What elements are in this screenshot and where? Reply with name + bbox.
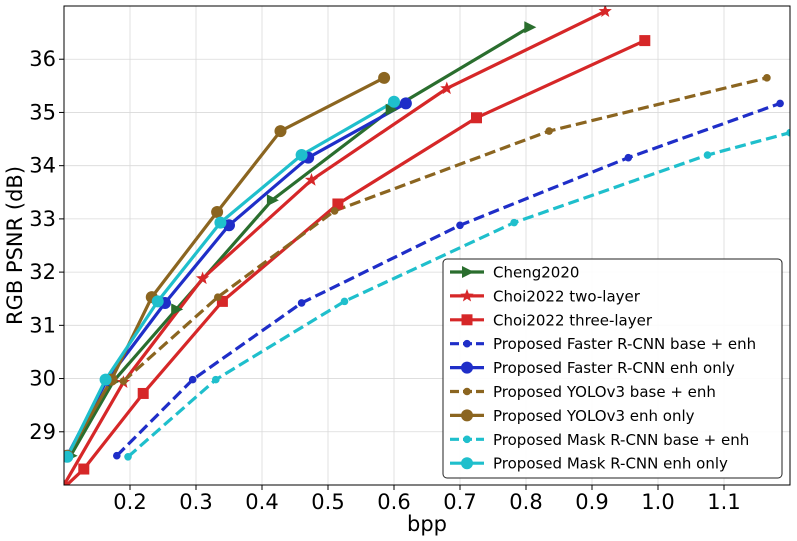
data-point-choi2022-three-layer bbox=[78, 463, 90, 475]
legend-marker-proposed-yolov3-enh-only bbox=[461, 409, 473, 422]
data-point-proposed-yolov3-base-enh bbox=[213, 293, 222, 301]
legend-marker-choi2022-three-layer bbox=[461, 314, 473, 326]
x-tick-label: 0.9 bbox=[575, 490, 608, 514]
legend-marker-proposed-mask-r-cnn-enh-only bbox=[461, 457, 473, 470]
series-line-proposed-mask-r-cnn-enh-only bbox=[65, 100, 395, 458]
series-line-proposed-yolov3-base-enh bbox=[122, 76, 768, 383]
data-point-choi2022-three-layer bbox=[471, 112, 482, 124]
x-tick-label: 1.0 bbox=[641, 490, 674, 514]
data-point-proposed-mask-r-cnn-base-enh bbox=[510, 218, 518, 227]
data-point-proposed-yolov3-base-enh bbox=[330, 207, 339, 215]
data-point-proposed-mask-r-cnn-base-enh bbox=[703, 151, 712, 159]
axis-ticks: 0.2 0.3 0.4 0.5 0.6 0.7 0.8 0.9 1.0 1.1 29 30 31 32 33… bbox=[29, 47, 740, 514]
data-point-choi2022-three-layer bbox=[64, 482, 70, 485]
y-tick-label: 29 bbox=[29, 420, 56, 444]
series-line-proposed-mask-r-cnn-base-enh bbox=[126, 131, 790, 458]
legend-label-cheng2020: Cheng2020 bbox=[493, 264, 579, 282]
x-tick-label: 0.4 bbox=[245, 490, 278, 514]
legend-label-choi2022-three-layer: Choi2022 three-layer bbox=[493, 311, 653, 329]
data-point-proposed-mask-r-cnn-enh-only bbox=[64, 450, 74, 463]
x-tick-label: 0.7 bbox=[443, 490, 476, 514]
data-point-proposed-faster-r-cnn-base-enh bbox=[624, 153, 633, 162]
legend-label-proposed-mask-r-cnn-enh-only: Proposed Mask R-CNN enh only bbox=[493, 455, 728, 473]
y-tick-label: 35 bbox=[29, 100, 56, 124]
legend-frame bbox=[442, 258, 783, 479]
data-point-choi2022-three-layer bbox=[332, 198, 344, 210]
legend-marker-cheng2020 bbox=[462, 266, 474, 278]
data-point-choi2022-three-layer bbox=[137, 387, 149, 399]
data-point-proposed-mask-r-cnn-base-enh bbox=[124, 452, 132, 461]
data-point-proposed-faster-r-cnn-base-enh bbox=[113, 451, 121, 460]
y-tick-label: 32 bbox=[29, 260, 56, 284]
data-point-proposed-faster-r-cnn-base-enh bbox=[776, 99, 784, 108]
y-tick-label: 31 bbox=[29, 313, 56, 337]
x-tick-label: 1.1 bbox=[707, 490, 740, 514]
y-tick-label: 36 bbox=[29, 47, 56, 71]
data-point-proposed-mask-r-cnn-base-enh bbox=[212, 375, 220, 384]
legend: Cheng2020 Choi2022 two-layer Choi2022 thre… bbox=[442, 258, 783, 479]
legend-marker-proposed-mask-r-cnn-base-enh bbox=[463, 435, 471, 444]
y-tick-label: 33 bbox=[29, 207, 56, 231]
data-point-choi2022-two-layer bbox=[598, 6, 612, 17]
x-axis-label: bpp bbox=[407, 512, 447, 536]
data-point-proposed-faster-r-cnn-enh-only bbox=[399, 97, 412, 110]
legend-label-proposed-yolov3-base-enh: Proposed YOLOv3 base + enh bbox=[493, 383, 716, 401]
legend-marker-proposed-faster-r-cnn-base-enh bbox=[463, 339, 471, 348]
data-point-proposed-yolov3-base-enh bbox=[119, 377, 128, 386]
data-point-choi2022-two-layer bbox=[440, 81, 454, 95]
data-point-proposed-faster-r-cnn-base-enh bbox=[456, 221, 464, 230]
series-markers bbox=[64, 6, 790, 485]
data-point-proposed-yolov3-base-enh bbox=[545, 127, 553, 135]
x-tick-label: 0.3 bbox=[179, 490, 212, 514]
legend-label-proposed-mask-r-cnn-base-enh: Proposed Mask R-CNN base + enh bbox=[493, 431, 749, 449]
data-point-proposed-mask-r-cnn-enh-only bbox=[99, 373, 112, 386]
y-axis-label: RGB PSNR (dB) bbox=[3, 166, 27, 325]
data-point-choi2022-three-layer bbox=[639, 35, 651, 47]
legend-marker-choi2022-two-layer bbox=[460, 288, 474, 302]
data-point-proposed-mask-r-cnn-enh-only bbox=[214, 216, 227, 229]
series-line-proposed-faster-r-cnn-base-enh bbox=[115, 101, 781, 457]
legend-label-proposed-faster-r-cnn-enh-only: Proposed Faster R-CNN enh only bbox=[493, 359, 735, 377]
data-point-proposed-yolov3-enh-only bbox=[211, 205, 224, 218]
x-tick-label: 0.8 bbox=[509, 490, 542, 514]
data-point-proposed-mask-r-cnn-enh-only bbox=[388, 95, 400, 108]
data-point-choi2022-two-layer bbox=[195, 271, 210, 285]
data-point-proposed-yolov3-base-enh bbox=[763, 74, 771, 82]
data-point-choi2022-three-layer bbox=[216, 295, 228, 307]
x-tick-label: 0.5 bbox=[311, 490, 344, 514]
x-tick-label: 0.6 bbox=[377, 490, 410, 514]
series-line-proposed-faster-r-cnn-enh-only bbox=[65, 102, 407, 457]
data-point-cheng2020 bbox=[171, 303, 184, 316]
plot-frame bbox=[63, 5, 791, 486]
data-point-proposed-mask-r-cnn-enh-only bbox=[295, 149, 308, 162]
data-point-cheng2020 bbox=[524, 21, 537, 34]
legend-marker-proposed-faster-r-cnn-enh-only bbox=[461, 361, 473, 374]
data-point-proposed-faster-r-cnn-base-enh bbox=[297, 299, 306, 307]
series-line-choi2022-two-layer bbox=[64, 9, 606, 485]
y-tick-label: 34 bbox=[29, 154, 56, 178]
legend-marker-proposed-yolov3-base-enh bbox=[463, 387, 471, 396]
x-tick-label: 0.2 bbox=[113, 490, 146, 514]
data-point-choi2022-two-layer bbox=[304, 173, 319, 186]
series-line-proposed-yolov3-enh-only bbox=[65, 76, 385, 457]
series-line-cheng2020 bbox=[69, 25, 531, 457]
data-point-proposed-faster-r-cnn-base-enh bbox=[188, 375, 197, 384]
data-point-cheng2020 bbox=[266, 194, 279, 207]
legend-label-choi2022-two-layer: Choi2022 two-layer bbox=[493, 287, 641, 305]
data-point-proposed-yolov3-enh-only bbox=[378, 71, 391, 84]
data-point-proposed-mask-r-cnn-enh-only bbox=[151, 295, 164, 308]
legend-label-proposed-faster-r-cnn-base-enh: Proposed Faster R-CNN base + enh bbox=[493, 335, 756, 353]
data-point-proposed-yolov3-enh-only bbox=[274, 125, 287, 138]
data-point-cheng2020 bbox=[385, 103, 398, 116]
data-point-proposed-mask-r-cnn-base-enh bbox=[340, 297, 349, 306]
data-point-proposed-mask-r-cnn-base-enh bbox=[786, 128, 790, 137]
y-tick-label: 30 bbox=[29, 367, 56, 391]
legend-label-proposed-yolov3-enh-only: Proposed YOLOv3 enh only bbox=[493, 407, 695, 425]
